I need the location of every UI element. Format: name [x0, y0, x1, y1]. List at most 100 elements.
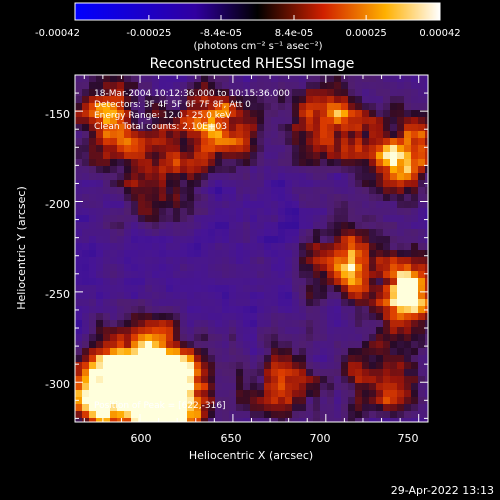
- heatmap-cell: [243, 236, 250, 243]
- heatmap-cell: [313, 383, 320, 390]
- heatmap-cell: [96, 369, 103, 376]
- heatmap-cell: [243, 208, 250, 215]
- heatmap-cell: [173, 215, 180, 222]
- heatmap-cell: [257, 180, 264, 187]
- heatmap-cell: [159, 411, 166, 418]
- heatmap-cell: [397, 96, 404, 103]
- heatmap-cell: [222, 159, 229, 166]
- heatmap-cell: [75, 404, 82, 411]
- heatmap-cell: [390, 152, 397, 159]
- heatmap-cell: [110, 145, 117, 152]
- heatmap-cell: [411, 194, 418, 201]
- heatmap-cell: [313, 145, 320, 152]
- heatmap-cell: [320, 306, 327, 313]
- heatmap-cell: [362, 404, 369, 411]
- heatmap-cell: [306, 313, 313, 320]
- heatmap-cell: [138, 229, 145, 236]
- heatmap-cell: [292, 376, 299, 383]
- heatmap-cell: [222, 376, 229, 383]
- heatmap-cell: [257, 348, 264, 355]
- heatmap-cell: [236, 180, 243, 187]
- heatmap-cell: [341, 103, 348, 110]
- heatmap-cell: [348, 348, 355, 355]
- heatmap-cell: [110, 117, 117, 124]
- heatmap-cell: [117, 320, 124, 327]
- heatmap-cell: [320, 117, 327, 124]
- heatmap-cell: [334, 96, 341, 103]
- heatmap-cell: [383, 271, 390, 278]
- heatmap-cell: [180, 271, 187, 278]
- heatmap-cell: [159, 222, 166, 229]
- heatmap-cell: [243, 341, 250, 348]
- heatmap-cell: [201, 208, 208, 215]
- heatmap-cell: [236, 285, 243, 292]
- heatmap-cell: [145, 418, 152, 422]
- heatmap-cell: [285, 376, 292, 383]
- heatmap-cell: [390, 131, 397, 138]
- heatmap-cell: [152, 96, 159, 103]
- heatmap-cell: [75, 264, 82, 271]
- heatmap-cell: [362, 299, 369, 306]
- heatmap-cell: [299, 215, 306, 222]
- heatmap-cell: [285, 159, 292, 166]
- heatmap-cell: [285, 355, 292, 362]
- heatmap-cell: [334, 418, 341, 422]
- heatmap-cell: [187, 257, 194, 264]
- heatmap-cell: [138, 173, 145, 180]
- heatmap-cell: [418, 411, 425, 418]
- heatmap-cell: [173, 138, 180, 145]
- heatmap-cell: [264, 145, 271, 152]
- heatmap-cell: [89, 96, 96, 103]
- heatmap-cell: [397, 390, 404, 397]
- heatmap-cell: [166, 166, 173, 173]
- heatmap-cell: [425, 152, 428, 159]
- heatmap-cell: [222, 166, 229, 173]
- heatmap-cell: [159, 159, 166, 166]
- heatmap-cell: [264, 264, 271, 271]
- heatmap-cell: [271, 320, 278, 327]
- heatmap-cell: [229, 124, 236, 131]
- heatmap-cell: [208, 299, 215, 306]
- heatmap-cell: [180, 201, 187, 208]
- heatmap-cell: [257, 341, 264, 348]
- heatmap-cell: [159, 271, 166, 278]
- heatmap-cell: [208, 152, 215, 159]
- heatmap-cell: [117, 236, 124, 243]
- heatmap-cell: [292, 222, 299, 229]
- heatmap-cell: [236, 201, 243, 208]
- heatmap-cell: [320, 201, 327, 208]
- heatmap-cell: [404, 96, 411, 103]
- heatmap-cell: [313, 418, 320, 422]
- heatmap-cell: [418, 383, 425, 390]
- heatmap-cell: [285, 411, 292, 418]
- heatmap-cell: [376, 138, 383, 145]
- heatmap-cell: [117, 397, 124, 404]
- heatmap-cell: [411, 75, 418, 82]
- heatmap-cell: [278, 117, 285, 124]
- heatmap-cell: [82, 96, 89, 103]
- heatmap-cell: [103, 159, 110, 166]
- heatmap-cell: [285, 180, 292, 187]
- heatmap-cell: [271, 376, 278, 383]
- heatmap-cell: [187, 306, 194, 313]
- heatmap-cell: [355, 320, 362, 327]
- heatmap-cell: [369, 187, 376, 194]
- heatmap-cell: [215, 215, 222, 222]
- heatmap-cell: [278, 166, 285, 173]
- heatmap-cell: [236, 369, 243, 376]
- heatmap-cell: [152, 418, 159, 422]
- heatmap-cell: [355, 82, 362, 89]
- heatmap-cell: [117, 327, 124, 334]
- heatmap-cell: [292, 215, 299, 222]
- heatmap-cell: [159, 96, 166, 103]
- heatmap-cell: [110, 194, 117, 201]
- heatmap-cell: [271, 166, 278, 173]
- heatmap-cell: [264, 271, 271, 278]
- heatmap-cell: [341, 292, 348, 299]
- heatmap-cell: [117, 292, 124, 299]
- heatmap-cell: [117, 334, 124, 341]
- heatmap-cell: [425, 166, 428, 173]
- heatmap-cell: [194, 236, 201, 243]
- heatmap-cell: [229, 313, 236, 320]
- heatmap-cell: [117, 138, 124, 145]
